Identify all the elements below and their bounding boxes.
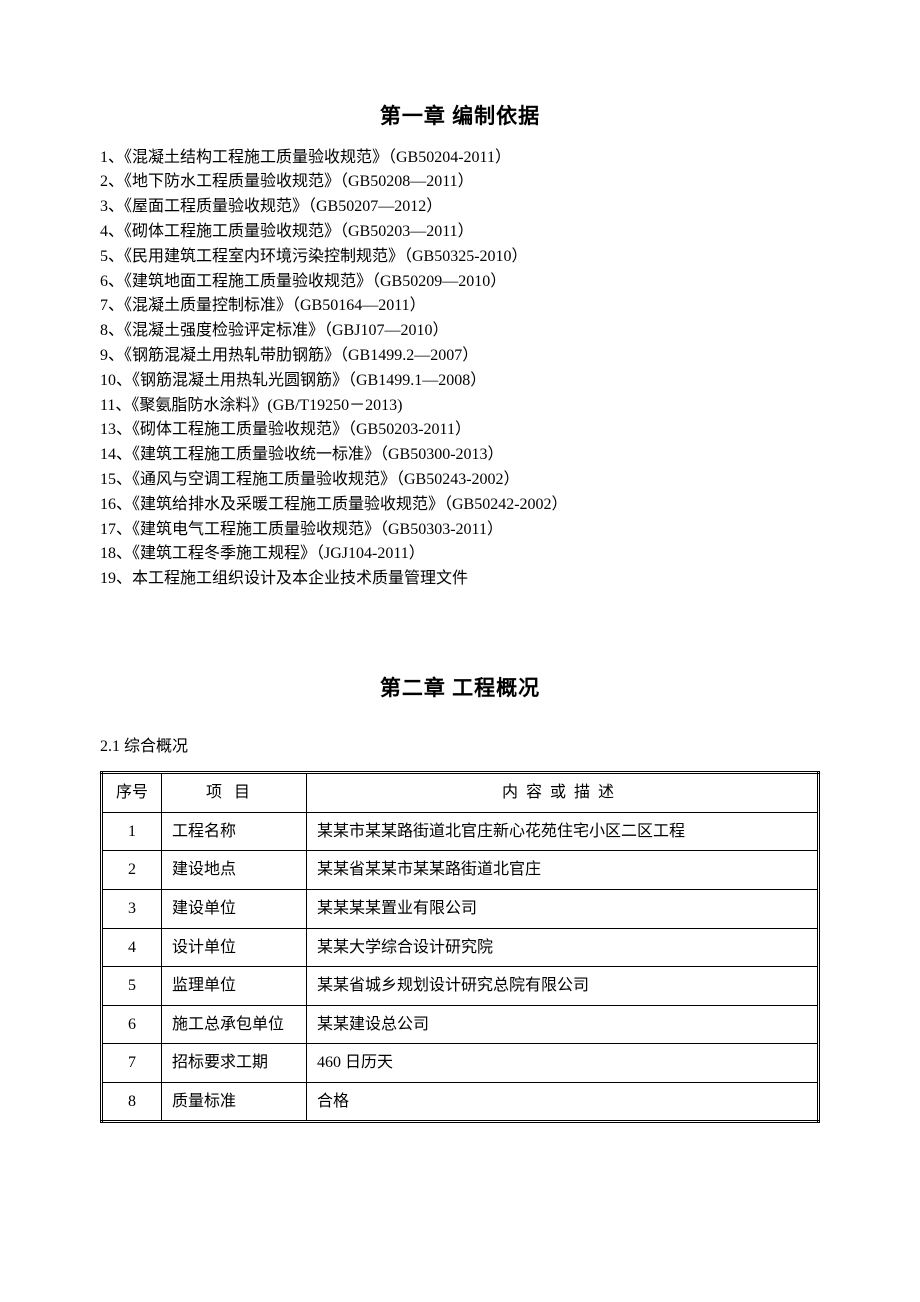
chapter1-title: 第一章 编制依据 xyxy=(100,100,820,134)
cell-seq: 2 xyxy=(102,851,162,890)
reference-item: 7、《混凝土质量控制标准》（GB50164—2011） xyxy=(100,294,820,319)
cell-seq: 5 xyxy=(102,967,162,1006)
reference-item: 3、《屋面工程质量验收规范》（GB50207—2012） xyxy=(100,195,820,220)
cell-item: 工程名称 xyxy=(162,812,307,851)
cell-item: 建设单位 xyxy=(162,889,307,928)
cell-item: 设计单位 xyxy=(162,928,307,967)
reference-item: 19、本工程施工组织设计及本企业技术质量管理文件 xyxy=(100,567,820,592)
cell-desc: 某某省城乡规划设计研究总院有限公司 xyxy=(307,967,819,1006)
table-row: 1 工程名称 某某市某某路街道北官庄新心花苑住宅小区二区工程 xyxy=(102,812,819,851)
cell-item: 监理单位 xyxy=(162,967,307,1006)
header-item: 项目 xyxy=(162,773,307,813)
cell-item: 建设地点 xyxy=(162,851,307,890)
cell-seq: 3 xyxy=(102,889,162,928)
table-row: 7 招标要求工期 460 日历天 xyxy=(102,1044,819,1083)
reference-item: 18、《建筑工程冬季施工规程》（JGJ104-2011） xyxy=(100,542,820,567)
cell-seq: 1 xyxy=(102,812,162,851)
cell-item: 施工总承包单位 xyxy=(162,1005,307,1044)
reference-item: 11、《聚氨脂防水涂料》(GB/T19250－2013) xyxy=(100,394,820,419)
header-desc: 内容或描述 xyxy=(307,773,819,813)
table-header-row: 序号 项目 内容或描述 xyxy=(102,773,819,813)
cell-desc: 合格 xyxy=(307,1082,819,1122)
overview-table: 序号 项目 内容或描述 1 工程名称 某某市某某路街道北官庄新心花苑住宅小区二区… xyxy=(100,771,820,1123)
reference-item: 15、《通风与空调工程施工质量验收规范》（GB50243-2002） xyxy=(100,468,820,493)
reference-item: 1、《混凝土结构工程施工质量验收规范》（GB50204-2011） xyxy=(100,146,820,171)
reference-item: 5、《民用建筑工程室内环境污染控制规范》（GB50325-2010） xyxy=(100,245,820,270)
table-row: 5 监理单位 某某省城乡规划设计研究总院有限公司 xyxy=(102,967,819,1006)
reference-item: 14、《建筑工程施工质量验收统一标准》（GB50300-2013） xyxy=(100,443,820,468)
cell-item: 招标要求工期 xyxy=(162,1044,307,1083)
reference-item: 8、《混凝土强度检验评定标准》（GBJ107—2010） xyxy=(100,319,820,344)
reference-item: 9、《钢筋混凝土用热轧带肋钢筋》（GB1499.2—2007） xyxy=(100,344,820,369)
cell-desc: 某某建设总公司 xyxy=(307,1005,819,1044)
reference-list: 1、《混凝土结构工程施工质量验收规范》（GB50204-2011） 2、《地下防… xyxy=(100,146,820,592)
table-row: 6 施工总承包单位 某某建设总公司 xyxy=(102,1005,819,1044)
cell-desc: 某某大学综合设计研究院 xyxy=(307,928,819,967)
reference-item: 13、《砌体工程施工质量验收规范》（GB50203-2011） xyxy=(100,418,820,443)
reference-item: 17、《建筑电气工程施工质量验收规范》（GB50303-2011） xyxy=(100,518,820,543)
chapter2-title: 第二章 工程概况 xyxy=(100,672,820,706)
cell-item: 质量标准 xyxy=(162,1082,307,1122)
table-row: 2 建设地点 某某省某某市某某路街道北官庄 xyxy=(102,851,819,890)
section-2-1-title: 2.1 综合概况 xyxy=(100,734,820,760)
reference-item: 10、《钢筋混凝土用热轧光圆钢筋》（GB1499.1—2008） xyxy=(100,369,820,394)
table-row: 4 设计单位 某某大学综合设计研究院 xyxy=(102,928,819,967)
table-row: 8 质量标准 合格 xyxy=(102,1082,819,1122)
cell-seq: 4 xyxy=(102,928,162,967)
reference-item: 2、《地下防水工程质量验收规范》（GB50208—2011） xyxy=(100,170,820,195)
cell-desc: 某某省某某市某某路街道北官庄 xyxy=(307,851,819,890)
reference-item: 4、《砌体工程施工质量验收规范》（GB50203—2011） xyxy=(100,220,820,245)
cell-seq: 7 xyxy=(102,1044,162,1083)
reference-item: 16、《建筑给排水及采暖工程施工质量验收规范》（GB50242-2002） xyxy=(100,493,820,518)
cell-desc: 某某市某某路街道北官庄新心花苑住宅小区二区工程 xyxy=(307,812,819,851)
cell-seq: 6 xyxy=(102,1005,162,1044)
table-row: 3 建设单位 某某某某置业有限公司 xyxy=(102,889,819,928)
reference-item: 6、《建筑地面工程施工质量验收规范》（GB50209—2010） xyxy=(100,270,820,295)
cell-desc: 某某某某置业有限公司 xyxy=(307,889,819,928)
cell-desc: 460 日历天 xyxy=(307,1044,819,1083)
cell-seq: 8 xyxy=(102,1082,162,1122)
header-seq: 序号 xyxy=(102,773,162,813)
